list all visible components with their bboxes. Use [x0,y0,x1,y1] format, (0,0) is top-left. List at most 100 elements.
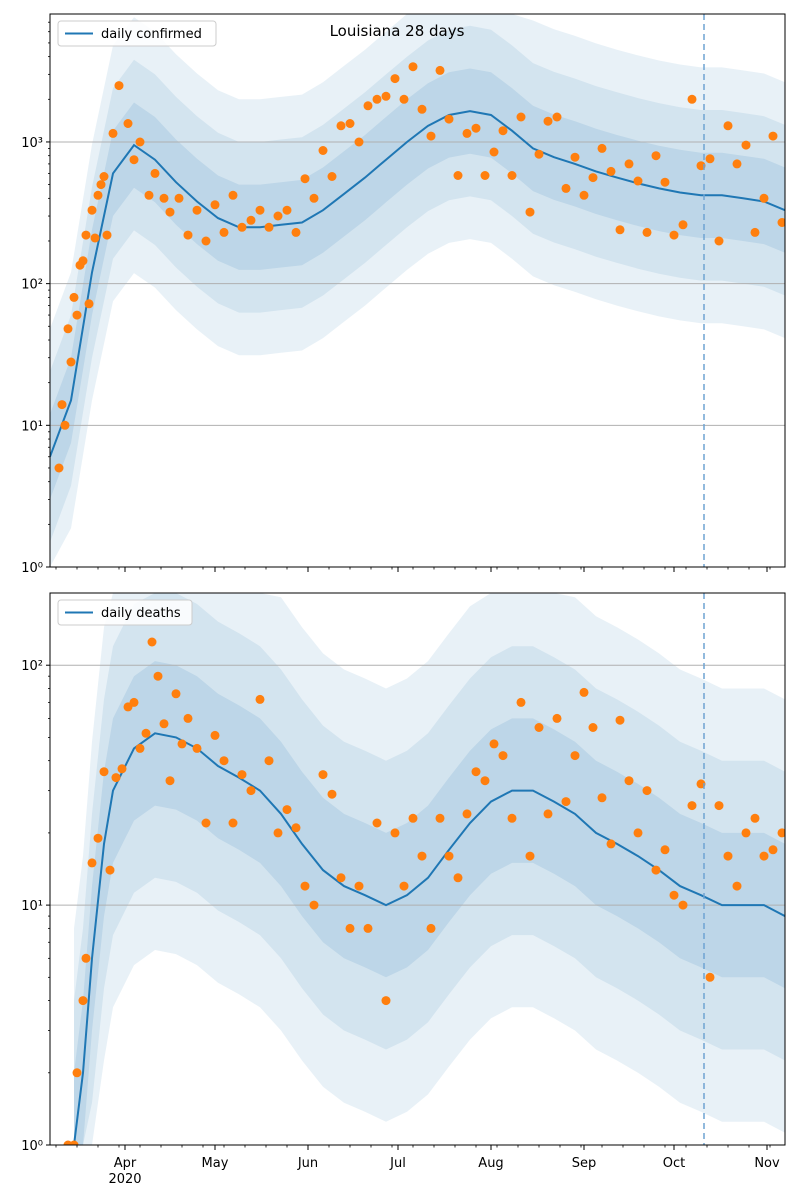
x-tick-label: May [202,1156,229,1171]
observed-point [750,227,760,237]
observed-point [93,833,103,843]
observed-point [381,91,391,101]
observed-point [381,996,391,1006]
observed-point [129,155,139,165]
observed-point [123,119,133,128]
observed-point [273,828,283,838]
observed-point [498,751,508,761]
axes-frame [49,592,786,1146]
observed-point [228,818,238,828]
observed-point [192,743,202,753]
deaths-panel: 10⁰ 10¹ 10² Apr May Jun Jul Aug Sep Oct Nov 2020 dai… [21,592,786,1187]
observed-point [150,168,160,178]
observed-point [444,114,454,124]
observed-point [642,786,652,796]
observed-point [246,215,256,225]
uncertainty-band-1 [74,593,785,1145]
observed-point [525,851,535,861]
observed-point [165,207,175,217]
observed-point [687,94,697,104]
observed-point [201,818,211,828]
observed-point [426,923,436,933]
observed-point [435,813,445,823]
observed-point [246,786,256,796]
observed-point [768,131,778,141]
observed-point [480,171,490,180]
uncertainty-band-3 [74,661,785,1145]
legend-label: daily deaths [101,606,181,621]
observed-point [177,739,187,749]
y-tick-label: 10² [21,659,43,674]
observed-point [390,74,400,84]
observed-point [408,813,418,823]
observed-point [291,823,301,833]
x-tick-label: Jun [297,1156,318,1171]
observed-point [336,873,346,883]
observed-point [255,694,265,704]
observed-point [54,463,64,473]
observed-point [117,764,127,774]
observed-point [498,126,508,136]
observed-point [273,211,283,221]
observed-point [363,101,373,111]
figure-title: Louisiana 28 days [330,22,465,40]
y-tick-label: 10⁰ [21,1139,43,1154]
observed-point [105,865,115,875]
model-median-line [50,110,785,458]
observed-point [345,119,355,128]
observed-point [633,176,643,186]
observed-point [678,220,688,230]
observed-point [471,123,481,133]
observed-point [570,152,580,162]
observed-point [534,723,544,732]
y-tick-label: 10¹ [21,899,43,914]
observed-point [81,230,91,240]
observed-point [309,900,319,910]
observed-point [525,207,535,217]
observed-point [69,292,79,302]
observed-point [714,801,724,811]
observed-point [732,159,742,169]
observed-point [87,205,97,215]
observed-point [462,128,472,138]
observed-point [327,172,337,181]
observed-point [219,227,229,237]
observed-point [741,828,751,838]
observed-point [114,81,124,91]
x-tick-label: Aug [478,1156,503,1171]
observed-point [93,190,103,200]
observed-point [99,172,109,181]
observed-point [210,200,220,210]
observed-point [543,809,553,819]
observed-point [399,881,409,891]
observed-point [453,171,463,180]
observed-point [264,756,274,766]
observed-point [345,923,355,933]
observed-point [741,140,751,150]
legend-box [57,20,217,47]
observed-point [255,205,265,215]
plot-area [50,14,785,567]
observed-point [714,236,724,246]
observed-point [417,851,427,861]
observed-point [84,299,94,309]
observed-point [642,227,652,237]
observed-point [669,230,679,240]
uncertainty-band-2 [74,593,785,1145]
observed-point [228,190,238,200]
observed-point [63,324,73,334]
observed-point [90,233,100,243]
observed-point [777,218,785,227]
observed-point [78,256,88,266]
y-tick-label: 10² [21,278,43,293]
observed-point [552,112,562,122]
observed-point [327,789,337,799]
observed-point [606,166,616,176]
observed-point [171,689,181,699]
observed-point [561,183,571,193]
observed-point [264,222,274,232]
observed-point [153,671,163,681]
observed-point [87,858,97,868]
observed-point [69,1140,79,1145]
